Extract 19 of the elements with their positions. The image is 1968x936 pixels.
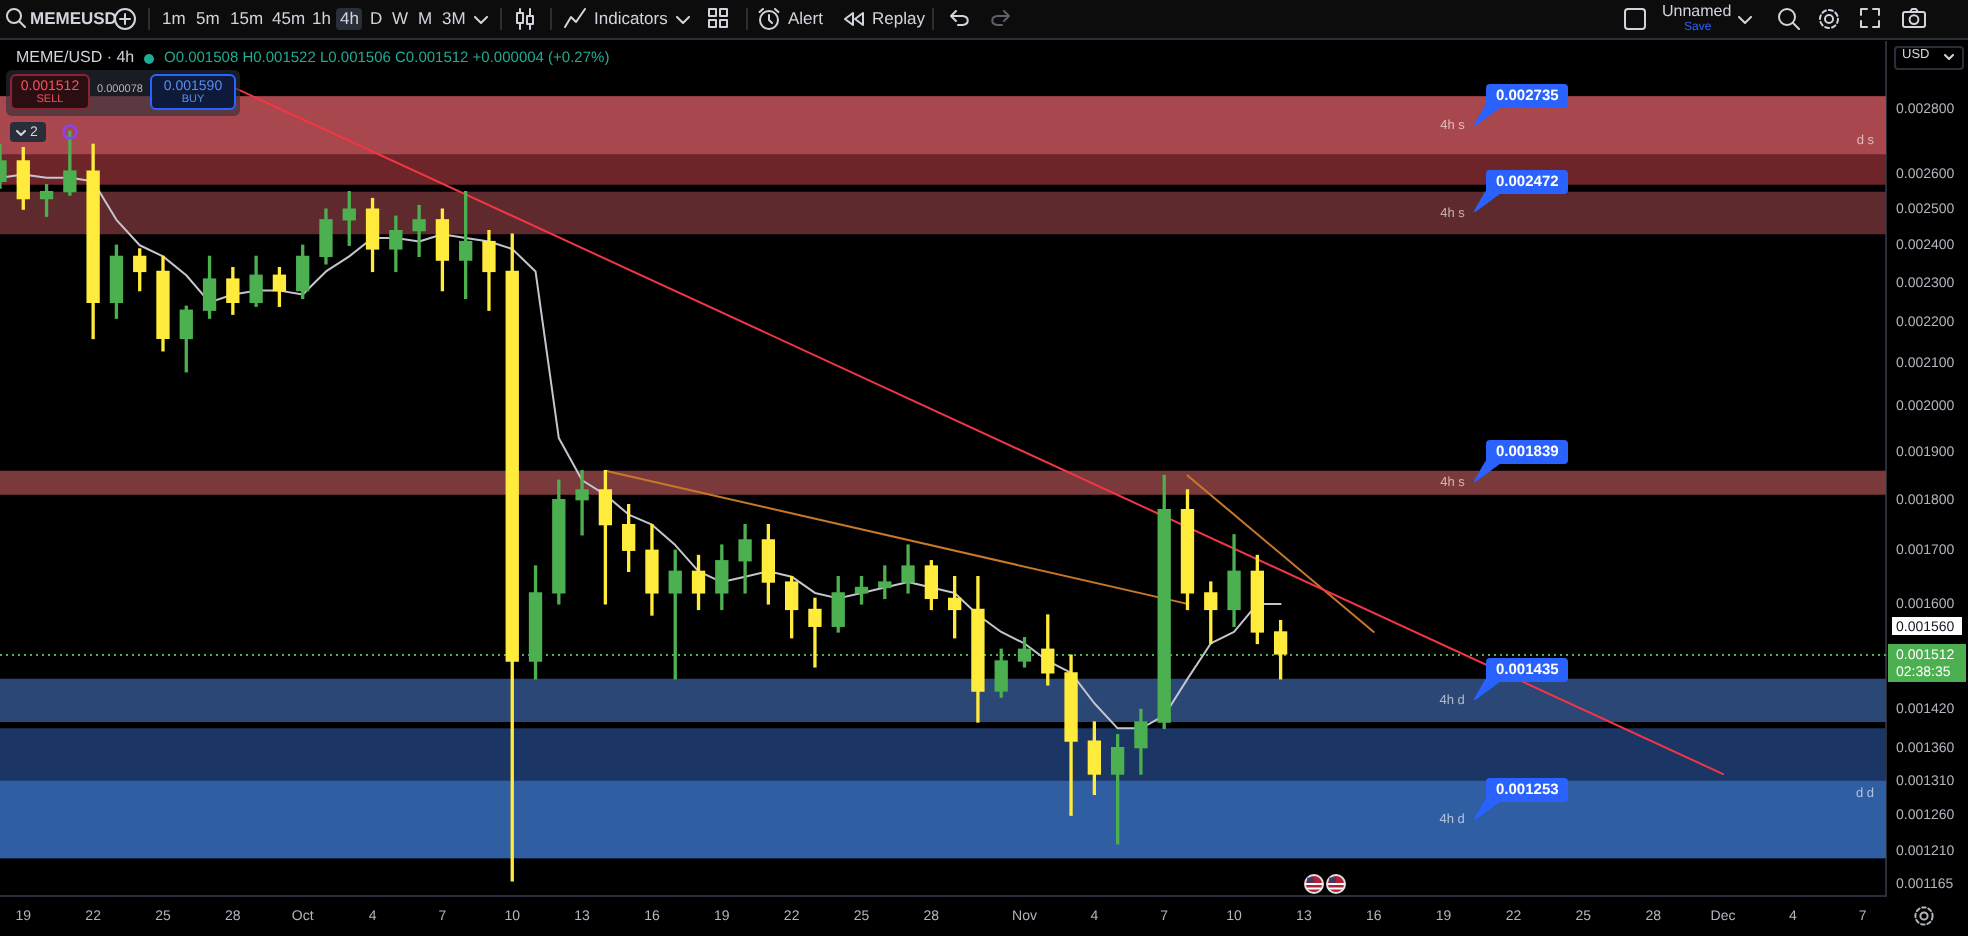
text: Alert [788,8,823,28]
candlestick [808,597,822,668]
text: D [370,8,383,28]
candlestick [575,470,589,536]
text: Replay [872,8,925,28]
text: MEME/USD · 4h [16,48,135,66]
text: 5m [196,8,220,28]
text: Unnamed [1662,2,1732,20]
candlestick [412,204,426,258]
text: 15m [230,8,264,28]
text: M [418,8,433,28]
text: MEMEUSD [30,8,117,28]
text: 45m [272,8,306,28]
text: 3M [442,8,466,28]
text: Indicators [594,8,668,28]
text: W [392,8,409,28]
text: 1h [312,8,331,28]
text: 4h [336,7,363,30]
text: 1m [162,8,186,28]
